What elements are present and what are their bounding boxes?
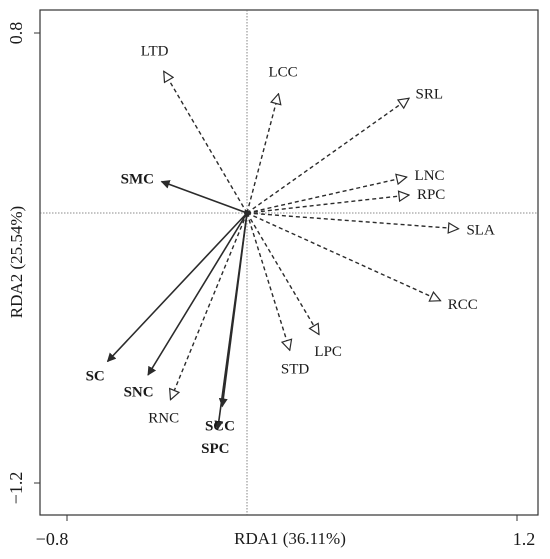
vector-arrow-lpc bbox=[246, 212, 319, 335]
vector-label-smc: SMC bbox=[121, 172, 154, 188]
vector-arrow-ltd bbox=[164, 71, 248, 214]
vector-arrow-sla bbox=[246, 212, 459, 229]
vector-arrow-srl bbox=[246, 98, 409, 214]
x-tick-label-min: −0.8 bbox=[36, 529, 69, 549]
vector-label-rnc: RNC bbox=[148, 410, 179, 426]
vector-label-spc: SPC bbox=[201, 441, 229, 457]
y-axis-title: RDA2 (25.54%) bbox=[7, 206, 26, 318]
origin-point bbox=[244, 210, 250, 216]
vector-label-lnc: LNC bbox=[415, 168, 445, 184]
vector-label-rcc: RCC bbox=[448, 297, 478, 313]
vector-label-sla: SLA bbox=[466, 222, 495, 238]
y-tick-label-min: −1.2 bbox=[6, 472, 26, 505]
vector-arrow-sc bbox=[106, 212, 248, 363]
vector-arrow-spc bbox=[214, 212, 248, 430]
vector-arrow-snc bbox=[147, 212, 248, 376]
vector-label-snc: SNC bbox=[124, 384, 154, 400]
vector-arrow-lnc bbox=[246, 177, 407, 214]
vector-label-scc: SCC bbox=[205, 418, 235, 434]
vector-label-lpc: LPC bbox=[314, 344, 342, 360]
plot-frame bbox=[39, 9, 539, 516]
vector-arrow-std bbox=[246, 212, 290, 350]
vector-arrow-smc bbox=[160, 180, 248, 214]
vector-arrow-rpc bbox=[246, 195, 409, 214]
vector-label-lcc: LCC bbox=[269, 64, 298, 80]
y-tick-label-max: 0.8 bbox=[6, 22, 26, 45]
vector-label-std: STD bbox=[281, 361, 310, 377]
vector-arrow-lcc bbox=[246, 94, 279, 214]
x-tick-label-max: 1.2 bbox=[513, 529, 536, 549]
vector-label-ltd: LTD bbox=[141, 44, 169, 60]
vector-label-rpc: RPC bbox=[417, 187, 445, 203]
vector-label-srl: SRL bbox=[416, 87, 444, 103]
x-axis-title: RDA1 (36.11%) bbox=[234, 529, 346, 548]
vector-arrow-rnc bbox=[171, 212, 248, 400]
vector-label-sc: SC bbox=[86, 369, 105, 385]
vector-arrow-rcc bbox=[246, 212, 441, 301]
vectors-layer bbox=[106, 71, 459, 430]
